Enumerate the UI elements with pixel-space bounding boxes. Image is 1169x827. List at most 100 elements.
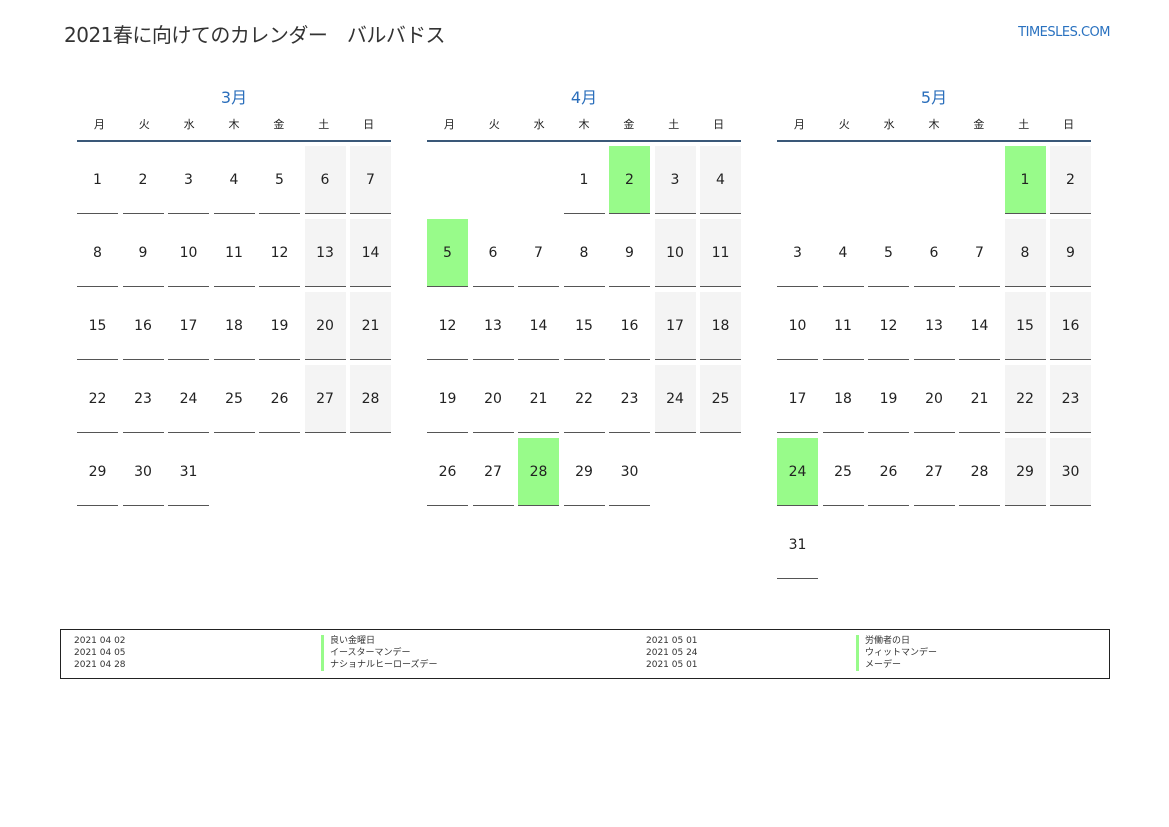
- day-cell[interactable]: 31: [777, 511, 818, 579]
- day-cell[interactable]: 7: [518, 219, 559, 287]
- day-cell[interactable]: 9: [122, 219, 164, 287]
- day-cell[interactable]: 23: [1050, 365, 1091, 433]
- day-cell[interactable]: 15: [563, 292, 605, 360]
- day-cell[interactable]: 18: [700, 292, 741, 360]
- day-cell[interactable]: 19: [427, 365, 468, 433]
- day-cell[interactable]: 30: [609, 438, 650, 506]
- day-cell[interactable]: 14: [518, 292, 559, 360]
- day-cell[interactable]: 28: [350, 365, 391, 433]
- day-cell[interactable]: 18: [822, 365, 864, 433]
- day-cell[interactable]: 3: [777, 219, 818, 287]
- day-cell[interactable]: 8: [77, 219, 118, 287]
- day-cell[interactable]: 1: [77, 146, 118, 214]
- day-cell[interactable]: 13: [304, 219, 346, 287]
- day-cell[interactable]: 12: [868, 292, 909, 360]
- day-cell[interactable]: 10: [168, 219, 209, 287]
- month-calendar: 3月月火水木金土日 1 2 3 4 5 6 7 8 9 10 11 12 13 14 15 16 17 18 19 20…: [77, 84, 391, 506]
- day-cell[interactable]: 28: [959, 438, 1000, 506]
- day-cell[interactable]: 24: [777, 438, 818, 506]
- day-cell[interactable]: 19: [259, 292, 300, 360]
- day-cell[interactable]: 3: [654, 146, 696, 214]
- day-cell[interactable]: 16: [1050, 292, 1091, 360]
- day-cell[interactable]: 14: [350, 219, 391, 287]
- legend-date: 2021 05 24: [646, 648, 698, 658]
- day-cell[interactable]: 18: [213, 292, 255, 360]
- weekday-label: 火: [488, 118, 500, 131]
- day-cell[interactable]: 25: [822, 438, 864, 506]
- day-cell[interactable]: 20: [304, 292, 346, 360]
- day-cell[interactable]: 7: [350, 146, 391, 214]
- day-cell[interactable]: 9: [1050, 219, 1091, 287]
- day-cell[interactable]: 8: [563, 219, 605, 287]
- weekday-header: 月火水木金土日: [427, 108, 741, 142]
- day-cell[interactable]: 16: [122, 292, 164, 360]
- day-cell[interactable]: 25: [213, 365, 255, 433]
- day-cell[interactable]: 8: [1004, 219, 1046, 287]
- site-logo[interactable]: TIMESLES.COM: [1018, 25, 1110, 40]
- day-cell[interactable]: 21: [959, 365, 1000, 433]
- day-cell[interactable]: 13: [472, 292, 514, 360]
- weekday-label: 水: [183, 118, 195, 131]
- day-cell[interactable]: 6: [304, 146, 346, 214]
- day-cell[interactable]: 7: [959, 219, 1000, 287]
- legend-holiday-name: ナショナルヒーローズデー: [321, 659, 438, 671]
- day-cell[interactable]: 2: [1050, 146, 1091, 214]
- day-cell[interactable]: 11: [822, 292, 864, 360]
- day-cell[interactable]: 29: [77, 438, 118, 506]
- day-cell[interactable]: 20: [472, 365, 514, 433]
- day-cell[interactable]: 30: [1050, 438, 1091, 506]
- day-cell[interactable]: 21: [350, 292, 391, 360]
- day-cell[interactable]: 12: [259, 219, 300, 287]
- day-cell[interactable]: 5: [259, 146, 300, 214]
- day-cell[interactable]: 17: [654, 292, 696, 360]
- day-cell[interactable]: 28: [518, 438, 559, 506]
- day-cell[interactable]: 24: [168, 365, 209, 433]
- day-cell[interactable]: 23: [609, 365, 650, 433]
- day-cell[interactable]: 4: [700, 146, 741, 214]
- day-cell[interactable]: 26: [868, 438, 909, 506]
- day-cell[interactable]: 5: [868, 219, 909, 287]
- day-cell[interactable]: 5: [427, 219, 468, 287]
- day-cell[interactable]: 30: [122, 438, 164, 506]
- day-cell[interactable]: 11: [213, 219, 255, 287]
- day-cell[interactable]: 6: [913, 219, 955, 287]
- day-cell[interactable]: 24: [654, 365, 696, 433]
- day-cell[interactable]: 27: [304, 365, 346, 433]
- day-cell[interactable]: 26: [259, 365, 300, 433]
- day-cell[interactable]: 19: [868, 365, 909, 433]
- day-cell[interactable]: 25: [700, 365, 741, 433]
- day-cell[interactable]: 6: [472, 219, 514, 287]
- day-cell[interactable]: 2: [609, 146, 650, 214]
- day-cell[interactable]: 29: [1004, 438, 1046, 506]
- day-cell[interactable]: 2: [122, 146, 164, 214]
- weekday-label: 月: [443, 118, 455, 131]
- day-cell[interactable]: 10: [654, 219, 696, 287]
- day-cell[interactable]: 20: [913, 365, 955, 433]
- day-cell[interactable]: 26: [427, 438, 468, 506]
- day-cell[interactable]: 22: [563, 365, 605, 433]
- day-cell[interactable]: 14: [959, 292, 1000, 360]
- day-cell[interactable]: 12: [427, 292, 468, 360]
- day-cell[interactable]: 22: [1004, 365, 1046, 433]
- day-cell[interactable]: 1: [1004, 146, 1046, 214]
- day-cell[interactable]: 17: [168, 292, 209, 360]
- day-cell[interactable]: 16: [609, 292, 650, 360]
- day-cell[interactable]: 22: [77, 365, 118, 433]
- day-cell[interactable]: 29: [563, 438, 605, 506]
- day-cell[interactable]: 21: [518, 365, 559, 433]
- day-cell[interactable]: 10: [777, 292, 818, 360]
- day-cell[interactable]: 9: [609, 219, 650, 287]
- day-cell[interactable]: 4: [213, 146, 255, 214]
- day-cell[interactable]: 27: [913, 438, 955, 506]
- day-cell[interactable]: 4: [822, 219, 864, 287]
- day-cell[interactable]: 17: [777, 365, 818, 433]
- day-cell[interactable]: 27: [472, 438, 514, 506]
- day-cell[interactable]: 13: [913, 292, 955, 360]
- day-cell[interactable]: 15: [1004, 292, 1046, 360]
- day-cell[interactable]: 31: [168, 438, 209, 506]
- day-cell[interactable]: 3: [168, 146, 209, 214]
- day-cell[interactable]: 15: [77, 292, 118, 360]
- day-cell[interactable]: 23: [122, 365, 164, 433]
- day-cell[interactable]: 1: [563, 146, 605, 214]
- day-cell[interactable]: 11: [700, 219, 741, 287]
